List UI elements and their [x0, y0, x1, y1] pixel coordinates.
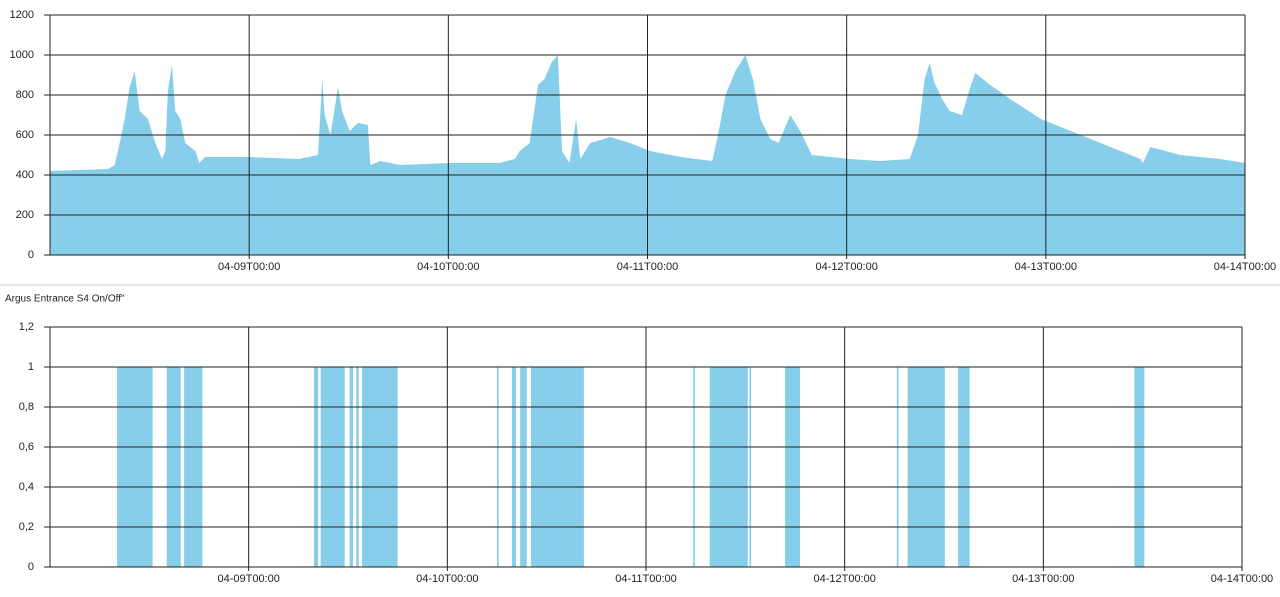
x-tick-label: 04-12T00:00 — [813, 573, 875, 585]
y-tick-label: 200 — [16, 209, 34, 221]
y-tick-label: 800 — [16, 89, 34, 101]
x-tick-label: 04-09T00:00 — [217, 573, 279, 585]
on-interval — [907, 367, 945, 567]
on-interval — [520, 367, 527, 567]
on-interval — [117, 367, 153, 567]
y-tick-label: 1000 — [10, 49, 34, 61]
x-tick-label: 04-14T00:00 — [1211, 573, 1273, 585]
y-tick-label: 0 — [28, 561, 34, 573]
on-interval — [349, 367, 353, 567]
x-tick-label: 04-10T00:00 — [416, 573, 478, 585]
y-tick-label: 0,2 — [19, 521, 34, 533]
x-tick-label: 04-14T00:00 — [1214, 261, 1276, 273]
on-interval — [530, 367, 584, 567]
y-tick-label: 0,4 — [19, 481, 34, 493]
on-interval — [896, 367, 899, 567]
on-interval — [693, 367, 695, 567]
y-tick-label: 600 — [16, 129, 34, 141]
x-tick-label: 04-13T00:00 — [1015, 261, 1077, 273]
y-tick-label: 0,8 — [19, 401, 34, 413]
x-tick-label: 04-13T00:00 — [1012, 573, 1074, 585]
on-interval — [497, 367, 499, 567]
y-tick-label: 1200 — [10, 9, 34, 21]
on-interval — [356, 367, 359, 567]
y-tick-label: 0,6 — [19, 441, 34, 453]
x-tick-label: 04-09T00:00 — [218, 261, 280, 273]
on-interval — [184, 367, 203, 567]
x-tick-label: 04-11T00:00 — [617, 261, 679, 273]
on-interval — [709, 367, 748, 567]
on-interval — [166, 367, 181, 567]
on-interval — [362, 367, 398, 567]
x-tick-label: 04-11T00:00 — [615, 573, 677, 585]
x-tick-label: 04-12T00:00 — [815, 261, 877, 273]
on-interval — [314, 367, 319, 567]
on-interval — [320, 367, 345, 567]
chart-title: Argus Entrance S4 On/Off" — [5, 294, 125, 305]
y-tick-label: 1 — [28, 361, 34, 373]
y-tick-label: 400 — [16, 169, 34, 181]
on-interval — [1134, 367, 1145, 567]
on-interval — [958, 367, 970, 567]
on-interval — [749, 367, 752, 567]
on-interval — [511, 367, 517, 567]
x-tick-label: 04-10T00:00 — [417, 261, 479, 273]
on-interval — [785, 367, 800, 567]
y-tick-label: 0 — [28, 249, 34, 261]
y-tick-label: 1,2 — [19, 321, 34, 333]
